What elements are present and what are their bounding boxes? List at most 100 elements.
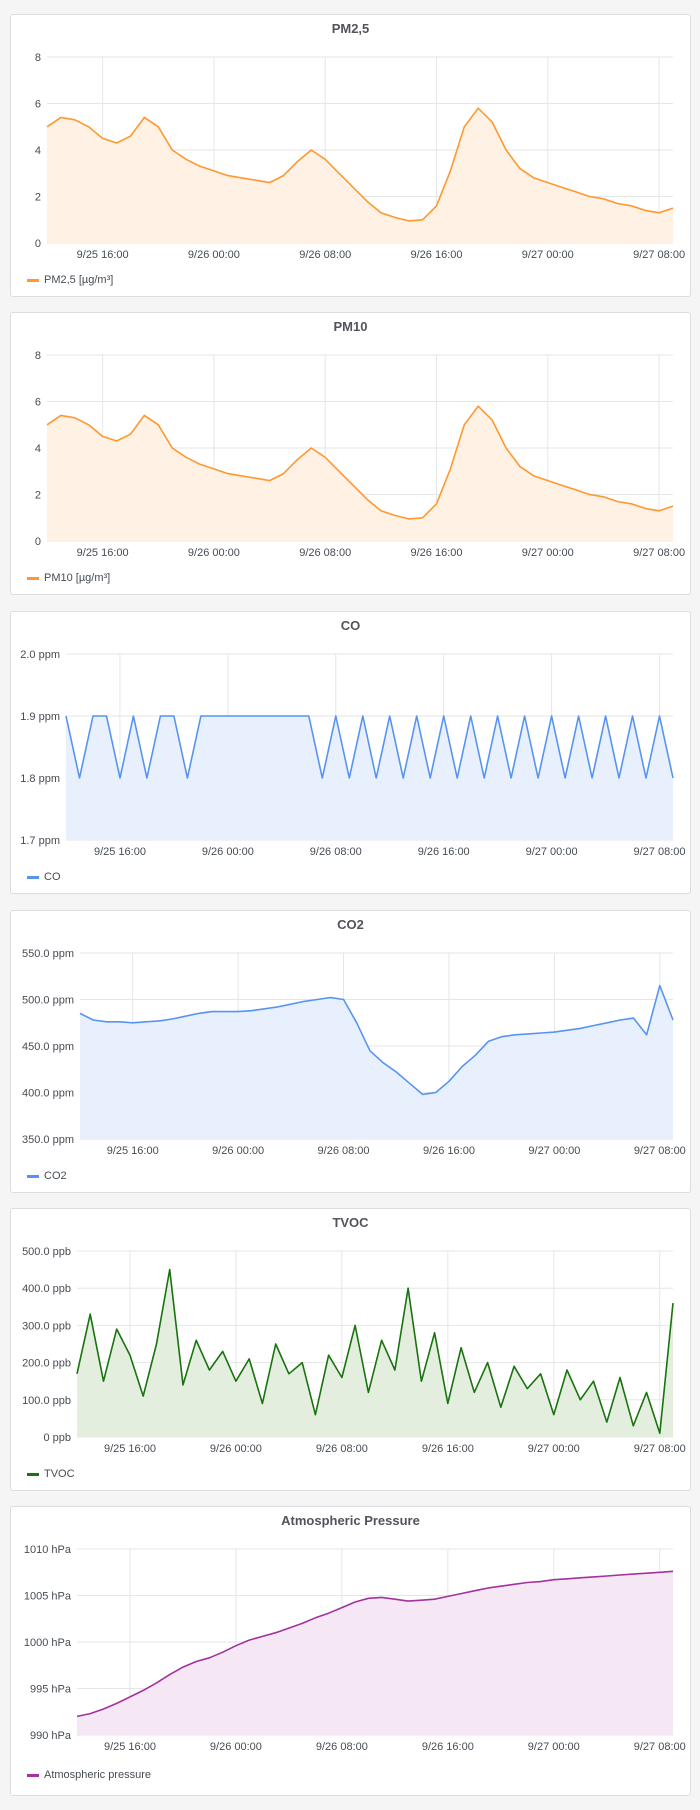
- chart-panel-pressure: Atmospheric Pressure 990 hPa 995 hPa 1000 …: [10, 1506, 691, 1796]
- chart-title: CO: [340, 618, 361, 633]
- series-line: [79, 984, 674, 1096]
- y-tick-label: 0: [35, 536, 41, 548]
- chart-title: Atmospheric Pressure: [281, 1513, 420, 1528]
- legend-label: PM2,5 [µg/m³]: [44, 274, 114, 286]
- chart-svg: 0 2 4 6 8 9/25 16:00 9/26 00:00 9/26 08:00 9/26 …: [35, 52, 685, 261]
- chart-legend[interactable]: CO2: [27, 1170, 67, 1182]
- series-area: [77, 1571, 673, 1735]
- x-tick-label: 9/27 08:00: [633, 249, 685, 261]
- y-tick-label: 550.0 ppm: [22, 948, 74, 960]
- series-area: [80, 985, 673, 1139]
- legend-label: TVOC: [44, 1468, 75, 1480]
- chart-svg: 0 ppb 100.0 ppb 200.0 ppb 300.0 ppb 400.0 pp…: [22, 1246, 686, 1455]
- y-tick-label: 500.0 ppb: [22, 1246, 71, 1258]
- x-tick-label: 9/27 08:00: [634, 1145, 686, 1157]
- x-tick-label: 9/26 08:00: [299, 547, 351, 559]
- chart-title: PM2,5: [331, 21, 370, 36]
- series-line: [65, 715, 674, 779]
- x-tick-label: 9/26 16:00: [423, 1145, 475, 1157]
- legend-swatch: [27, 1472, 39, 1476]
- y-tick-label: 2: [35, 192, 41, 204]
- y-tick-label: 500.0 ppm: [22, 995, 74, 1007]
- y-tick-label: 4: [35, 145, 41, 157]
- series-area: [47, 406, 673, 541]
- y-tick-label: 1010 hPa: [24, 1544, 72, 1556]
- x-tick-label: 9/26 16:00: [422, 1741, 474, 1753]
- x-tick-label: 9/27 08:00: [634, 846, 686, 858]
- chart-panel-co: CO 1.7 ppm 1.8 ppm 1.9 ppm 2.0 ppm 9/25 16:0…: [10, 611, 691, 894]
- x-tick-label: 9/25 16:00: [104, 1741, 156, 1753]
- chart-legend[interactable]: CO: [27, 871, 61, 883]
- x-tick-label: 9/26 00:00: [212, 1145, 264, 1157]
- y-tick-label: 100.0 ppb: [22, 1395, 71, 1407]
- chart-svg: 350.0 ppm 400.0 ppm 450.0 ppm 500.0 ppm 550.…: [22, 948, 686, 1157]
- series-line: [46, 405, 674, 520]
- chart-svg: 990 hPa 995 hPa 1000 hPa 1005 hPa 1010 hPa 9/…: [24, 1544, 686, 1753]
- x-tick-label: 9/26 00:00: [210, 1443, 262, 1455]
- x-tick-label: 9/26 00:00: [188, 547, 240, 559]
- chart-panel-pm10: PM10 0 2 4 6 8 9/25 16:00 9/26 00:00 9/26 08:00…: [10, 312, 691, 595]
- y-tick-label: 0: [35, 238, 41, 250]
- chart-svg: 0 2 4 6 8 9/25 16:00 9/26 00:00 9/26 08:00 9/26 …: [35, 350, 685, 559]
- y-tick-label: 350.0 ppm: [22, 1134, 74, 1146]
- chart-legend[interactable]: TVOC: [27, 1468, 75, 1480]
- y-tick-label: 6: [35, 397, 41, 409]
- series-area: [47, 108, 673, 243]
- chart-title: TVOC: [332, 1215, 369, 1230]
- x-tick-label: 9/26 00:00: [210, 1741, 262, 1753]
- x-tick-label: 9/26 08:00: [310, 846, 362, 858]
- x-tick-label: 9/26 08:00: [316, 1443, 368, 1455]
- x-tick-label: 9/26 08:00: [316, 1741, 368, 1753]
- x-tick-label: 9/27 00:00: [526, 846, 578, 858]
- x-tick-label: 9/25 16:00: [107, 1145, 159, 1157]
- chart-title: PM10: [333, 319, 368, 334]
- x-tick-label: 9/25 16:00: [77, 249, 129, 261]
- legend-label: CO2: [44, 1170, 67, 1182]
- y-tick-label: 0 ppb: [43, 1432, 71, 1444]
- y-tick-label: 200.0 ppb: [22, 1358, 71, 1370]
- y-tick-label: 8: [35, 52, 41, 64]
- y-tick-label: 300.0 ppb: [22, 1320, 71, 1332]
- x-tick-label: 9/26 08:00: [299, 249, 351, 261]
- series-line: [46, 107, 674, 222]
- y-tick-label: 1.8 ppm: [20, 773, 60, 785]
- x-tick-label: 9/26 08:00: [318, 1145, 370, 1157]
- x-tick-label: 9/26 16:00: [411, 547, 463, 559]
- x-tick-label: 9/25 16:00: [94, 846, 146, 858]
- y-tick-label: 4: [35, 443, 41, 455]
- y-tick-label: 1.7 ppm: [20, 835, 60, 847]
- legend-label: CO: [44, 871, 61, 883]
- x-tick-label: 9/27 08:00: [634, 1741, 686, 1753]
- series-area: [77, 1269, 673, 1437]
- y-tick-label: 400.0 ppb: [22, 1283, 71, 1295]
- chart-legend[interactable]: PM10 [µg/m³]: [27, 572, 110, 584]
- y-tick-label: 1.9 ppm: [20, 711, 60, 723]
- x-tick-label: 9/27 00:00: [528, 1145, 580, 1157]
- y-tick-label: 450.0 ppm: [22, 1041, 74, 1053]
- x-tick-label: 9/27 00:00: [522, 547, 574, 559]
- legend-swatch: [27, 1174, 39, 1178]
- legend-swatch: [27, 278, 39, 282]
- chart-legend[interactable]: PM2,5 [µg/m³]: [27, 274, 113, 286]
- y-tick-label: 8: [35, 350, 41, 362]
- legend-swatch: [27, 875, 39, 879]
- x-tick-label: 9/27 00:00: [528, 1741, 580, 1753]
- x-tick-label: 9/25 16:00: [77, 547, 129, 559]
- y-tick-label: 2.0 ppm: [20, 649, 60, 661]
- y-tick-label: 6: [35, 99, 41, 111]
- x-tick-label: 9/27 00:00: [522, 249, 574, 261]
- x-tick-label: 9/26 16:00: [418, 846, 470, 858]
- legend-label: PM10 [µg/m³]: [44, 572, 111, 584]
- series-line: [76, 1268, 674, 1435]
- y-tick-label: 1000 hPa: [24, 1637, 72, 1649]
- x-tick-label: 9/26 16:00: [411, 249, 463, 261]
- x-tick-label: 9/27 08:00: [633, 547, 685, 559]
- x-tick-label: 9/27 00:00: [528, 1443, 580, 1455]
- chart-title: CO2: [337, 917, 364, 932]
- chart-legend[interactable]: Atmospheric pressure: [27, 1769, 151, 1781]
- series-line: [76, 1570, 674, 1718]
- y-tick-label: 990 hPa: [30, 1730, 72, 1742]
- legend-label: Atmospheric pressure: [44, 1769, 151, 1781]
- chart-panel-pm25: PM2,5 0 2 4 6 8 9/25 16:00 9/26 00:00 9/26 08:0…: [10, 14, 691, 297]
- legend-swatch: [27, 576, 39, 580]
